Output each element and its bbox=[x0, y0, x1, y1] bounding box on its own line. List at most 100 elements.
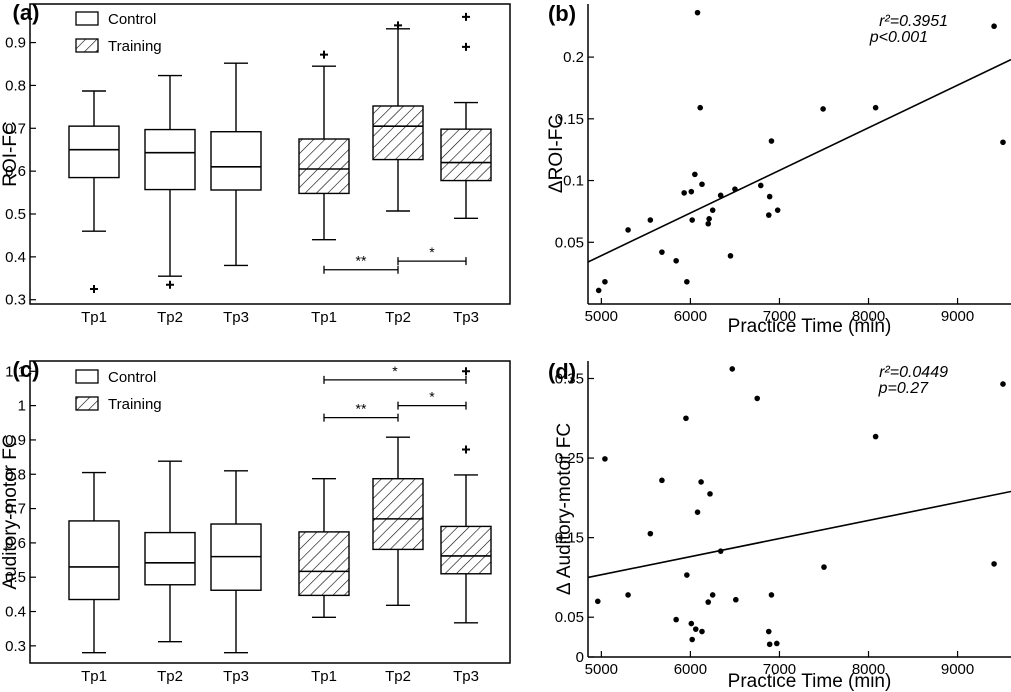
significance-label: ** bbox=[356, 253, 367, 269]
data-point bbox=[820, 106, 826, 112]
data-point bbox=[768, 138, 775, 144]
box-control-tp1 bbox=[68, 471, 120, 654]
p-value-annotation: p<0.001 bbox=[869, 29, 928, 46]
box-iqr bbox=[144, 531, 196, 586]
y-tick-label: 0.9 bbox=[5, 35, 26, 52]
x-tick-label: 9000 bbox=[941, 661, 974, 678]
outlier-marker bbox=[462, 367, 470, 376]
x-tick-label: 5000 bbox=[585, 661, 618, 678]
data-point bbox=[697, 104, 704, 111]
y-axis-label: ΔROI-FC bbox=[546, 115, 567, 193]
y-tick-label: 0.25 bbox=[555, 450, 584, 467]
data-point bbox=[602, 278, 608, 285]
data-point bbox=[595, 287, 602, 294]
y-tick-label: 0.3 bbox=[5, 292, 26, 309]
r-squared-annotation: r²=0.0449 bbox=[879, 364, 948, 381]
category-label: Tp1 bbox=[81, 309, 107, 326]
data-point bbox=[699, 628, 705, 635]
category-label: Tp1 bbox=[311, 309, 337, 326]
data-point bbox=[688, 188, 695, 195]
significance-label: * bbox=[429, 389, 435, 405]
data-point bbox=[1000, 139, 1006, 146]
box-control-tp2 bbox=[144, 460, 196, 643]
significance-bracket bbox=[397, 401, 467, 410]
data-point bbox=[765, 628, 772, 635]
panel-d-scatter-plot: (d) 0 0.05 0.15 0.25 0.35 5000 6000 7000 8000 9000… bbox=[548, 359, 1011, 692]
data-point bbox=[727, 253, 734, 259]
data-point bbox=[766, 193, 773, 200]
data-point bbox=[991, 23, 997, 30]
data-point bbox=[766, 641, 773, 648]
data-point bbox=[694, 9, 701, 16]
box-iqr bbox=[68, 520, 120, 601]
data-point bbox=[694, 509, 701, 515]
outlier-marker bbox=[90, 285, 98, 293]
y-tick-label: 0.5 bbox=[5, 569, 26, 586]
data-point bbox=[594, 598, 601, 605]
x-tick-label: 8000 bbox=[852, 308, 885, 325]
y-tick-label: 0.4 bbox=[5, 249, 26, 266]
x-axis-label: Practice Time (min) bbox=[728, 316, 892, 337]
outlier-marker bbox=[462, 445, 470, 454]
y-tick-label: 1.1 bbox=[5, 363, 26, 380]
data-point bbox=[673, 257, 679, 264]
box-training-tp2 bbox=[372, 436, 424, 607]
data-point bbox=[707, 491, 713, 497]
y-tick-label: 1 bbox=[18, 398, 26, 415]
legend-label-training: Training bbox=[108, 396, 162, 413]
p-value-annotation: p=0.27 bbox=[878, 380, 929, 397]
significance-label: * bbox=[429, 244, 435, 260]
data-point bbox=[1000, 381, 1006, 387]
data-point bbox=[681, 190, 687, 196]
data-point bbox=[765, 212, 772, 218]
data-point bbox=[729, 366, 736, 372]
outlier-marker bbox=[394, 21, 402, 30]
box-training-tp3 bbox=[440, 12, 492, 219]
data-point bbox=[709, 207, 716, 213]
data-point bbox=[773, 640, 780, 647]
box-control-tp3 bbox=[210, 470, 262, 654]
data-point bbox=[692, 626, 699, 632]
y-tick-label: 0.5 bbox=[5, 206, 26, 223]
x-axis-label: Practice Time (min) bbox=[728, 671, 892, 692]
regression-line bbox=[587, 58, 1011, 263]
y-tick-label: 0.8 bbox=[5, 77, 26, 94]
significance-bracket bbox=[323, 413, 399, 422]
y-tick-label: 0 bbox=[576, 649, 584, 666]
box-training-tp2 bbox=[372, 21, 424, 212]
data-point bbox=[709, 592, 716, 598]
data-point bbox=[684, 572, 690, 578]
data-point bbox=[647, 530, 654, 537]
y-tick-label: 0.9 bbox=[5, 432, 26, 449]
plot-frame bbox=[29, 3, 511, 305]
category-label: Tp3 bbox=[223, 668, 249, 685]
y-tick-label: 0.3 bbox=[5, 638, 26, 655]
y-tick-label: 0.2 bbox=[563, 49, 584, 66]
outlier-marker bbox=[320, 50, 328, 59]
box-control-tp2 bbox=[144, 74, 196, 289]
y-tick-label: 0.15 bbox=[555, 111, 584, 128]
data-point bbox=[692, 171, 698, 178]
data-point bbox=[673, 616, 679, 623]
data-point bbox=[688, 620, 695, 627]
significance-label: ** bbox=[356, 401, 367, 417]
data-point bbox=[689, 636, 695, 643]
category-label: Tp1 bbox=[81, 668, 107, 685]
box-iqr bbox=[298, 138, 350, 195]
legend-swatch-training bbox=[75, 38, 99, 53]
box-training-tp1 bbox=[298, 478, 350, 619]
data-point bbox=[647, 217, 654, 223]
panel-letter: (d) bbox=[548, 359, 576, 384]
category-label: Tp2 bbox=[157, 309, 183, 326]
x-tick-label: 5000 bbox=[585, 308, 618, 325]
outlier-marker bbox=[462, 42, 470, 51]
significance-bracket bbox=[397, 257, 467, 266]
legend-label-training: Training bbox=[108, 38, 162, 55]
panel-letter: (c) bbox=[13, 357, 40, 382]
data-point bbox=[732, 186, 738, 192]
data-point bbox=[774, 207, 781, 213]
category-label: Tp2 bbox=[385, 668, 411, 685]
data-point bbox=[717, 548, 724, 554]
y-tick-label: 0.7 bbox=[5, 501, 26, 518]
data-point bbox=[757, 182, 764, 189]
